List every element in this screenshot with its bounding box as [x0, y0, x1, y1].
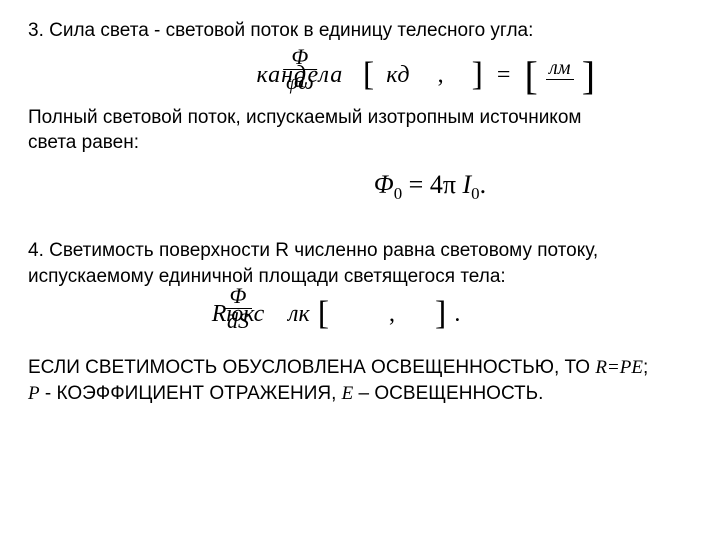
sec3-rhs-frac: лм	[546, 58, 574, 93]
sec3-formula: кандела Φ φω d [ кд , ] = [ лм ]	[148, 52, 692, 99]
dot1: .	[480, 170, 487, 199]
sec4-frac-num: Φ	[227, 285, 250, 308]
footer-eq: R=PE	[595, 357, 643, 378]
sec3-title: 3. Сила света - световой поток в единицу…	[28, 18, 692, 44]
lbracket1: [	[363, 56, 374, 94]
I0-sub: 0	[471, 184, 479, 203]
phi0: Φ	[374, 170, 394, 199]
rbracket3: ]	[435, 295, 446, 333]
footer-semi: ;	[643, 357, 648, 378]
sec4-frac-den: dS	[224, 308, 252, 332]
sec4-formula: Rюкс Φ dS лк [ , ] .	[198, 295, 692, 333]
sec4-footer: ЕСЛИ СВЕТИМОСТЬ ОБУСЛОВЛЕНА ОСВЕЩЕННОСТЬ…	[28, 355, 688, 406]
rhs-num: лм	[546, 58, 573, 79]
sec3-den-d: d	[294, 69, 305, 91]
lbracket2: [	[524, 52, 537, 99]
eq1: =	[491, 62, 517, 89]
sec4-title: 4. Светимость поверхности R численно рав…	[28, 238, 688, 289]
sec3-lhs: кандела Φ φω d	[245, 62, 355, 89]
sec3-frac-num: Φ	[289, 46, 312, 69]
sec3-frac-den: φω d	[283, 69, 317, 93]
sec3-lhs-top: Φ φω d	[283, 46, 317, 93]
sec3-flux-formula: Φ0 = 4π I0.	[28, 170, 692, 204]
sec4-lhs: Rюкс Φ dS	[198, 301, 278, 328]
sec3-unit: кд	[382, 62, 429, 89]
comma1: ,	[438, 62, 464, 89]
footer-l2d: – ОСВЕЩЕННОСТЬ.	[353, 383, 543, 404]
sec3-flux-text: Полный световой поток, испускаемый изотр…	[28, 105, 588, 156]
eq2: = 4π	[402, 170, 462, 199]
dot2: .	[454, 301, 460, 328]
lbracket3: [	[318, 295, 329, 333]
comma2: ,	[389, 301, 395, 328]
rbracket2: ]	[582, 52, 595, 99]
I0: I	[462, 170, 471, 199]
rbracket1: ]	[472, 56, 483, 94]
footer-l2b: - КОЭФФИЦИЕНТ ОТРАЖЕНИЯ,	[40, 383, 342, 404]
footer-P: P	[28, 383, 40, 404]
phi0-sub: 0	[394, 184, 402, 203]
footer-l1: ЕСЛИ СВЕТИМОСТЬ ОБУСЛОВЛЕНА ОСВЕЩЕННОСТЬ…	[28, 357, 595, 378]
sec4-unit: лк	[286, 301, 310, 328]
footer-E: E	[342, 383, 354, 404]
rhs-den	[546, 79, 574, 93]
sec4-lhs-top: Φ dS	[224, 285, 252, 332]
